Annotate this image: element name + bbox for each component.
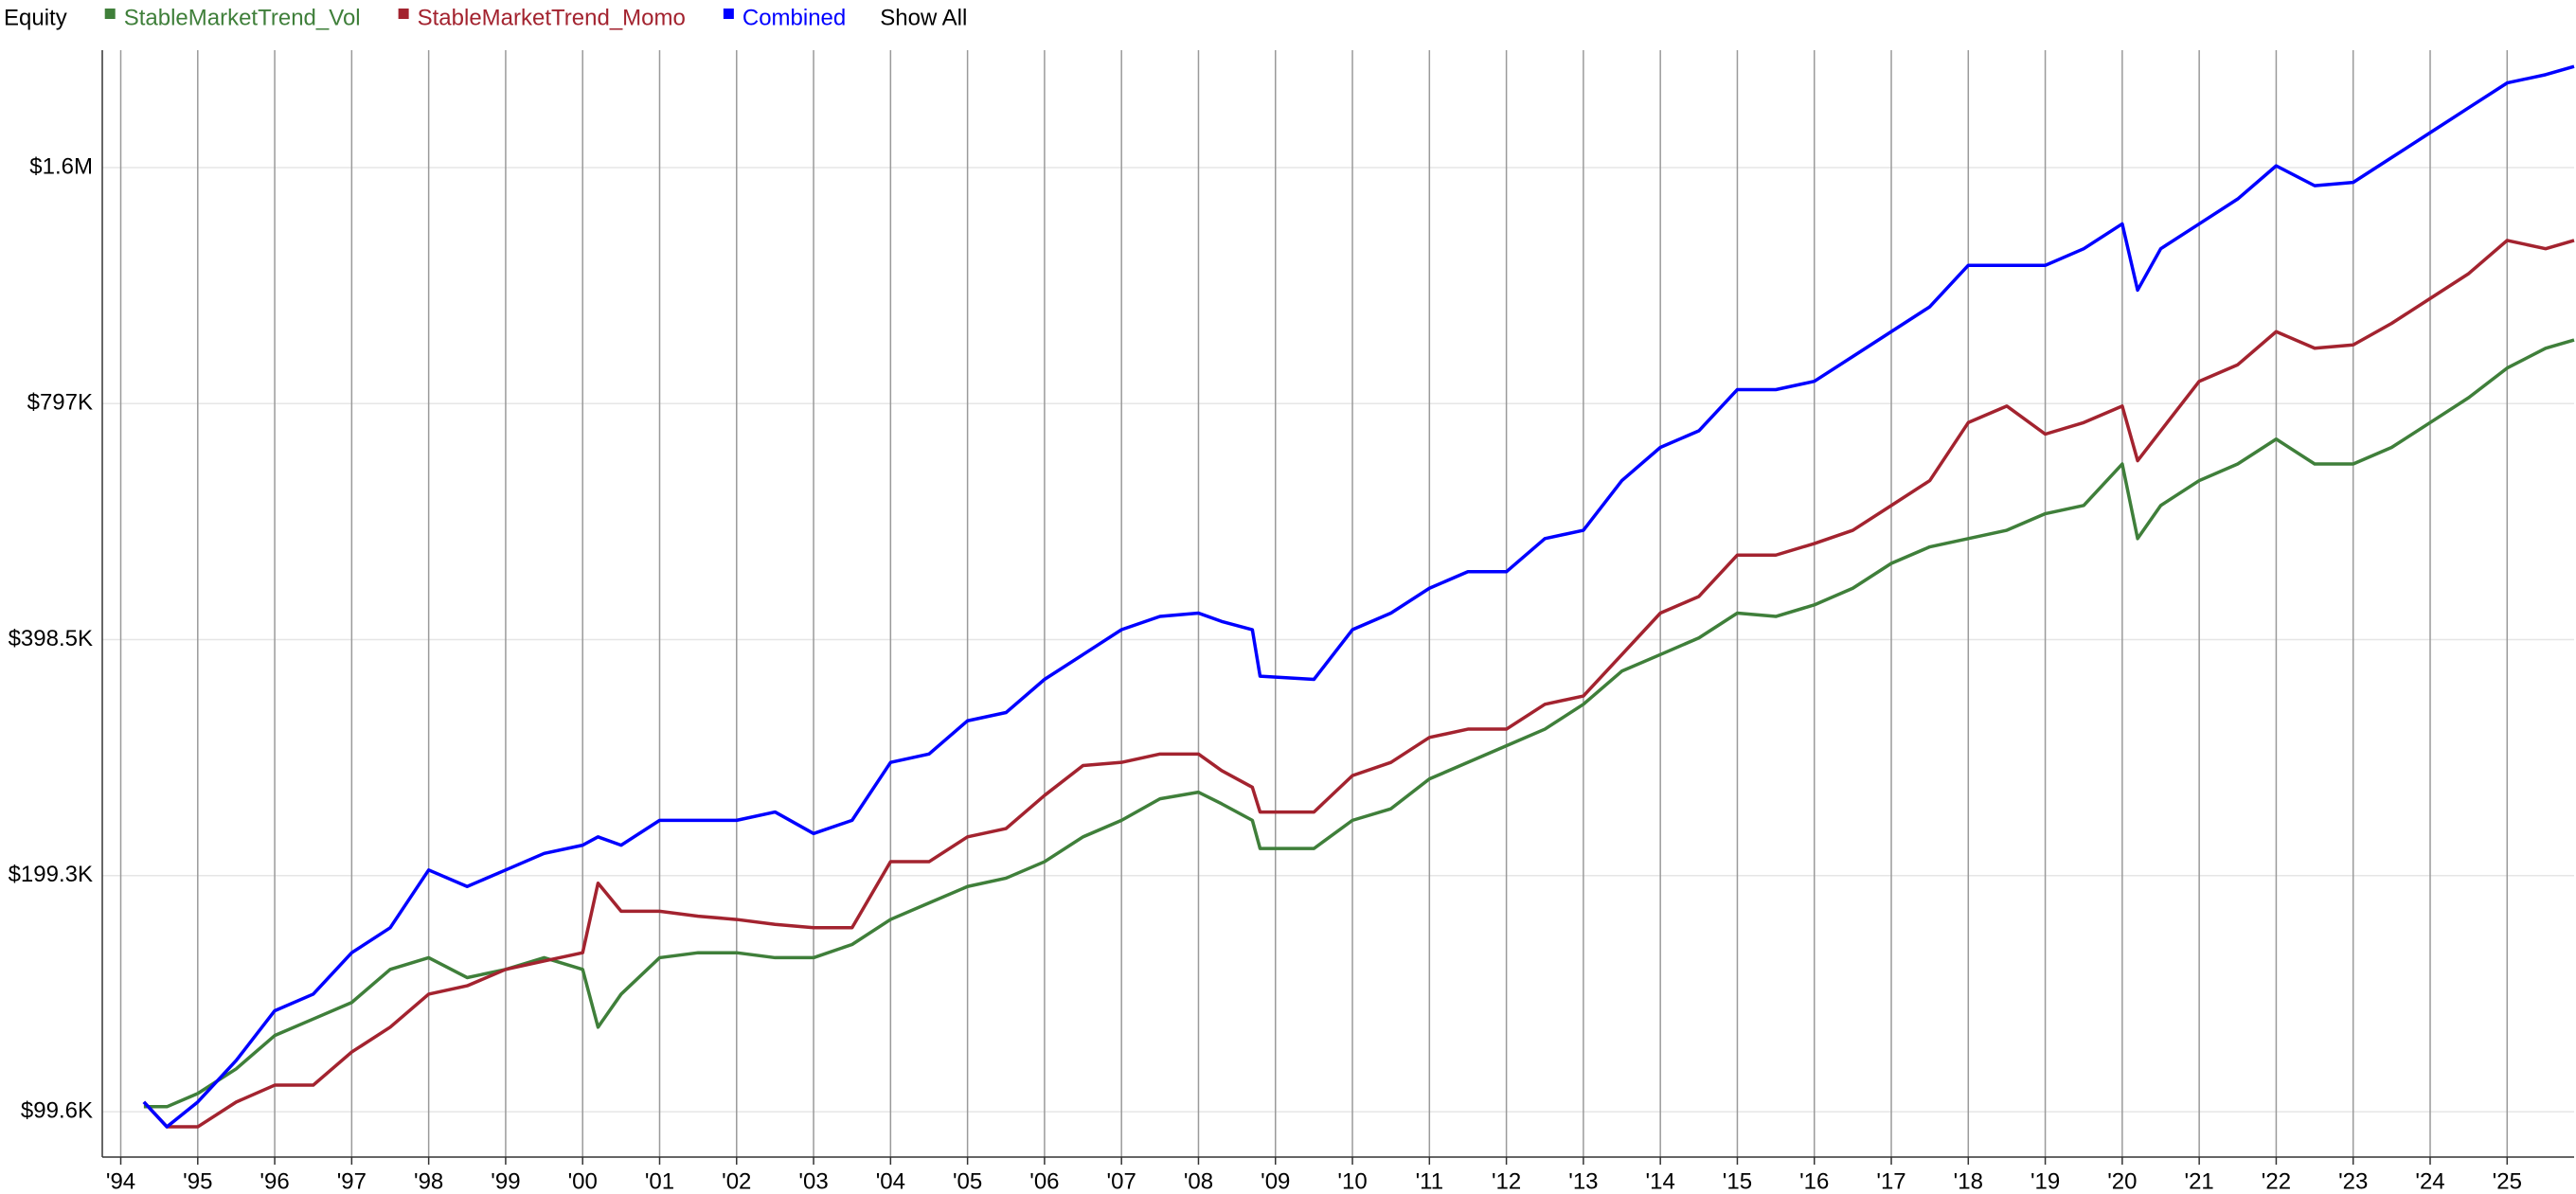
x-tick-label: '97 [337, 1168, 367, 1194]
x-tick-label: '24 [2415, 1168, 2444, 1194]
x-tick-label: '96 [259, 1168, 289, 1194]
series-line [143, 338, 2575, 1109]
series-line [142, 64, 2575, 1129]
x-tick-label: '12 [1492, 1168, 1521, 1194]
legend-label: StableMarketTrend_Momo [418, 5, 686, 30]
legend-swatch [398, 9, 409, 19]
legend-label: StableMarketTrend_Vol [124, 5, 361, 30]
x-tick-label: '19 [2030, 1168, 2060, 1194]
x-tick-label: '05 [953, 1168, 982, 1194]
x-tick-label: '08 [1184, 1168, 1213, 1194]
grid [102, 50, 2574, 1157]
x-tick-label: '01 [645, 1168, 674, 1194]
x-tick-label: '20 [2107, 1168, 2137, 1194]
x-tick-label: '21 [2185, 1168, 2214, 1194]
y-tick-label: $199.3K [9, 862, 93, 887]
y-tick-label: $1.6M [29, 153, 93, 179]
x-tick-label: '07 [1107, 1168, 1136, 1194]
legend-item[interactable]: StableMarketTrend_Momo [398, 5, 686, 30]
y-tick-label: $797K [27, 390, 93, 416]
x-tick-label: '16 [1799, 1168, 1829, 1194]
x-tick-label: '94 [106, 1168, 135, 1194]
x-tick-label: '95 [183, 1168, 212, 1194]
x-tick-label: '02 [722, 1168, 751, 1194]
x-tick-label: '14 [1646, 1168, 1675, 1194]
series-line [142, 239, 2575, 1129]
legend-swatch [104, 9, 116, 19]
legend-item[interactable]: StableMarketTrend_Vol [104, 5, 361, 30]
legend-swatch [723, 9, 734, 19]
y-tick-label: $398.5K [9, 626, 93, 651]
x-tick-label: '04 [876, 1168, 905, 1194]
x-tick-label: '17 [1876, 1168, 1905, 1194]
x-tick-label: '98 [414, 1168, 443, 1194]
x-tick-label: '22 [2262, 1168, 2291, 1194]
legend-item[interactable]: Combined [723, 5, 846, 30]
x-tick-label: '03 [798, 1168, 828, 1194]
x-tick-label: '25 [2493, 1168, 2522, 1194]
x-tick-label: '23 [2338, 1168, 2368, 1194]
show-all-button[interactable]: Show All [880, 5, 967, 30]
x-tick-label: '11 [1416, 1168, 1444, 1194]
x-tick-label: '13 [1568, 1168, 1598, 1194]
x-tick-label: '99 [491, 1168, 520, 1194]
x-tick-label: '06 [1029, 1168, 1059, 1194]
x-tick-label: '15 [1723, 1168, 1752, 1194]
x-tick-label: '00 [568, 1168, 598, 1194]
legend-label: Combined [742, 5, 846, 30]
y-tick-label: $99.6K [21, 1098, 93, 1124]
x-tick-label: '10 [1337, 1168, 1367, 1194]
x-tick-label: '09 [1261, 1168, 1290, 1194]
legend-title: Equity [4, 5, 67, 30]
x-tick-label: '18 [1954, 1168, 1983, 1194]
